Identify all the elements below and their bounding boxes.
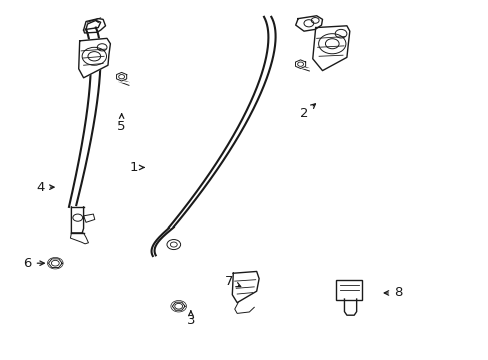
Text: 2: 2 [299,104,315,120]
Text: 4: 4 [37,181,54,194]
Polygon shape [116,72,126,81]
Polygon shape [172,302,184,310]
Text: 3: 3 [186,311,195,327]
Polygon shape [295,60,305,68]
Polygon shape [79,39,110,78]
Text: 1: 1 [129,161,143,174]
Polygon shape [48,259,62,267]
Polygon shape [232,271,259,303]
Text: 7: 7 [224,275,240,288]
Polygon shape [295,16,322,31]
Text: 6: 6 [23,257,44,270]
Text: 8: 8 [384,287,402,300]
FancyBboxPatch shape [335,280,361,300]
Polygon shape [312,26,349,71]
Text: 5: 5 [117,114,125,134]
